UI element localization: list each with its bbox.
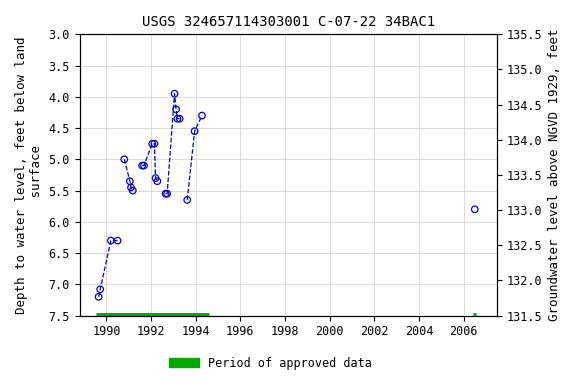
Point bbox=[151, 175, 160, 181]
Point bbox=[470, 206, 479, 212]
Point bbox=[153, 178, 162, 184]
Point bbox=[170, 91, 179, 97]
Point bbox=[150, 141, 159, 147]
Point bbox=[120, 156, 129, 162]
Point bbox=[113, 237, 122, 243]
Point bbox=[125, 178, 134, 184]
Point bbox=[190, 128, 199, 134]
Point bbox=[175, 116, 184, 122]
Y-axis label: Depth to water level, feet below land
 surface: Depth to water level, feet below land su… bbox=[15, 36, 43, 314]
Point bbox=[138, 162, 147, 169]
Point bbox=[173, 116, 182, 122]
Legend: Period of approved data: Period of approved data bbox=[165, 352, 377, 374]
Point bbox=[162, 190, 172, 197]
Point bbox=[161, 190, 170, 197]
Title: USGS 324657114303001 C-07-22 34BAC1: USGS 324657114303001 C-07-22 34BAC1 bbox=[142, 15, 435, 29]
Point bbox=[183, 197, 192, 203]
Point bbox=[172, 106, 181, 113]
Point bbox=[96, 286, 105, 292]
Point bbox=[198, 113, 207, 119]
Point bbox=[94, 294, 103, 300]
Y-axis label: Groundwater level above NGVD 1929, feet: Groundwater level above NGVD 1929, feet bbox=[548, 29, 561, 321]
Point bbox=[128, 187, 138, 194]
Point bbox=[126, 184, 135, 190]
Point bbox=[139, 162, 149, 169]
Point bbox=[147, 141, 157, 147]
Point bbox=[107, 237, 116, 243]
